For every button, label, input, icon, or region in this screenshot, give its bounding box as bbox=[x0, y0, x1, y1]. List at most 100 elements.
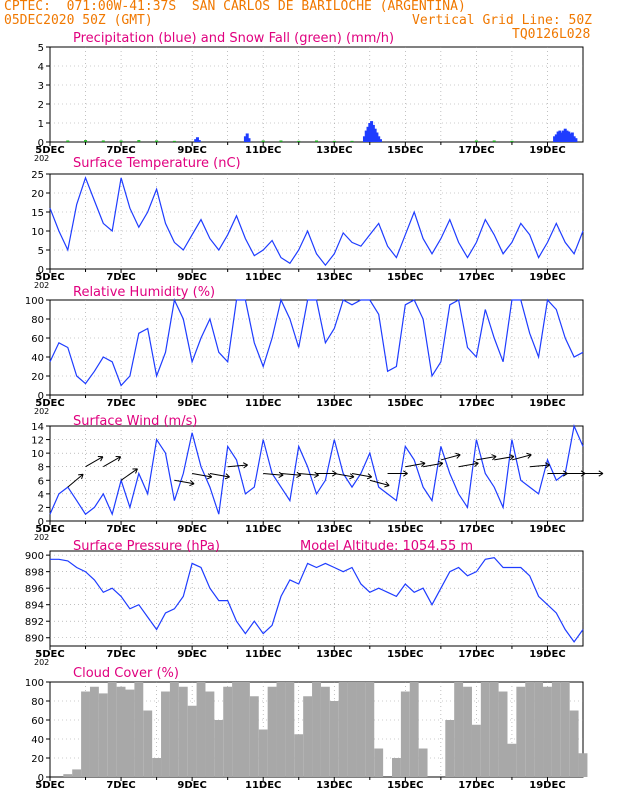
wind-arrow bbox=[227, 462, 248, 469]
wind-arrow-shaft bbox=[458, 462, 479, 468]
wind-arrow-shaft bbox=[298, 473, 319, 476]
cloud-cover-bar bbox=[516, 686, 526, 777]
wind-arrow-head bbox=[78, 473, 84, 476]
cloud-cover-bar bbox=[178, 686, 188, 777]
precip-bar bbox=[370, 121, 374, 142]
cloud-cover-bar bbox=[374, 748, 384, 777]
cloud-cover-bar bbox=[498, 691, 508, 777]
y-tick-label: 890 bbox=[25, 634, 44, 645]
wind-arrow-head bbox=[403, 473, 408, 477]
precip-bar bbox=[375, 132, 379, 142]
cloud-cover-bar bbox=[240, 682, 250, 777]
wind-arrow bbox=[583, 470, 604, 477]
snowfall-bar bbox=[474, 140, 478, 142]
wind-arrow-head bbox=[349, 476, 355, 480]
wind-arrow bbox=[103, 456, 122, 468]
wind-arrow bbox=[387, 470, 408, 477]
header-grid-note: Vertical Grid Line: 50Z bbox=[412, 13, 593, 28]
cloud-cover-bar bbox=[125, 689, 135, 777]
y-tick-label: 0 bbox=[38, 265, 44, 276]
precip-bar bbox=[563, 128, 567, 142]
cloud-cover-bar bbox=[63, 774, 73, 777]
wind-arrow-head bbox=[190, 480, 195, 485]
x-tick-label: 5DEC bbox=[35, 524, 64, 535]
wind-arrow-head bbox=[81, 474, 84, 480]
panel-title: Surface Pressure (hPa) bbox=[73, 539, 220, 554]
wind-arrow bbox=[565, 470, 586, 477]
x-tick-label: 19DEC bbox=[529, 272, 565, 283]
wind-arrow bbox=[476, 454, 497, 461]
wind-arrow bbox=[120, 468, 138, 481]
cloud-cover-bar bbox=[569, 710, 579, 777]
precip-bar bbox=[553, 136, 557, 142]
snowfall-bar bbox=[119, 140, 123, 142]
x-tick-label: 9DEC bbox=[177, 398, 206, 409]
cloud-cover-bar bbox=[294, 734, 304, 777]
cloud-cover-bar bbox=[152, 758, 162, 777]
x-tick-label: 5DEC bbox=[35, 272, 64, 283]
cloud-cover-bar bbox=[214, 720, 224, 777]
wind-arrow-head bbox=[135, 468, 138, 474]
x-tick-label: 11DEC bbox=[245, 649, 281, 660]
panel-frame bbox=[49, 46, 584, 143]
cloud-cover-bar bbox=[525, 682, 535, 777]
wind-arrow bbox=[351, 473, 373, 480]
snowfall-bar bbox=[492, 140, 496, 142]
x-tick-label: 19DEC bbox=[529, 524, 565, 535]
cloud-cover-bar bbox=[249, 696, 259, 777]
x-tick-label: 13DEC bbox=[316, 398, 352, 409]
year-stub-label: 202 bbox=[34, 154, 49, 163]
y-tick-label: 20 bbox=[31, 754, 44, 765]
precip-bar bbox=[362, 136, 366, 142]
wind-arrow bbox=[494, 454, 515, 461]
wind-arrow-head bbox=[224, 476, 230, 480]
wind-arrow-shaft bbox=[476, 455, 497, 461]
cloud-cover-bar bbox=[543, 686, 552, 777]
y-tick-label: 20 bbox=[31, 189, 44, 200]
x-tick-label: 7DEC bbox=[106, 649, 135, 660]
panel-1: 0 1 2 3 4 5 5DEC 7DEC 9DEC 11DEC 13DEC 15DEC 17DEC 19… bbox=[34, 31, 584, 163]
cloud-cover-bar bbox=[196, 682, 206, 777]
wind-arrow-head bbox=[420, 460, 426, 464]
wind-arrow-head bbox=[492, 456, 497, 461]
wind-arrow-shaft bbox=[227, 464, 248, 468]
panel-2: 0 5 10 15 20 25 5DEC 7DEC 9DEC 11DEC 13DEC 15DEC 17D… bbox=[31, 156, 584, 290]
x-tick-label: 7DEC bbox=[106, 780, 135, 791]
precip-bar bbox=[377, 136, 381, 142]
y-tick-label: 40 bbox=[31, 735, 44, 746]
wind-arrow-shaft bbox=[423, 462, 443, 468]
x-tick-label: 13DEC bbox=[316, 524, 352, 535]
cloud-cover-bar bbox=[471, 724, 481, 777]
x-tick-label: 5DEC bbox=[35, 649, 64, 660]
y-tick-label: 5 bbox=[38, 43, 44, 54]
header-run-date: 05DEC2020 50Z (GMT) bbox=[4, 13, 153, 28]
y-tick-label: 892 bbox=[25, 617, 44, 628]
precip-bar bbox=[364, 130, 368, 142]
wind-arrow-head bbox=[473, 460, 479, 464]
wind-arrow-shaft bbox=[209, 473, 230, 478]
wind-arrow-head bbox=[438, 462, 444, 467]
series-line bbox=[49, 423, 584, 517]
wind-arrow-shaft bbox=[67, 473, 84, 488]
cloud-cover-bar bbox=[454, 682, 464, 777]
x-tick-label: 5DEC bbox=[35, 398, 64, 409]
x-tick-label: 13DEC bbox=[316, 649, 352, 660]
precip-bar bbox=[366, 126, 370, 142]
wind-arrow-head bbox=[117, 456, 122, 462]
x-tick-label: 15DEC bbox=[387, 780, 423, 791]
x-tick-label: 17DEC bbox=[458, 649, 494, 660]
y-tick-label: 2 bbox=[38, 100, 44, 111]
panel-4: 0 2 4 6 8 10 12 14 5DEC 7DEC 9DEC 11DEC 13DEC 15DEC 17… bbox=[31, 414, 604, 542]
wind-arrow bbox=[369, 479, 390, 488]
cloud-cover-bar bbox=[312, 682, 321, 777]
wind-arrow-shaft bbox=[405, 462, 426, 468]
x-tick-label: 13DEC bbox=[316, 272, 352, 283]
y-tick-label: 0 bbox=[38, 138, 44, 149]
wind-arrow-head bbox=[313, 474, 319, 478]
precip-bar bbox=[556, 131, 560, 142]
series-line bbox=[50, 556, 584, 643]
snowfall-bar bbox=[350, 140, 354, 142]
precip-bar bbox=[245, 133, 249, 142]
cloud-cover-bar bbox=[338, 682, 348, 777]
cloud-cover-bar bbox=[347, 682, 357, 777]
